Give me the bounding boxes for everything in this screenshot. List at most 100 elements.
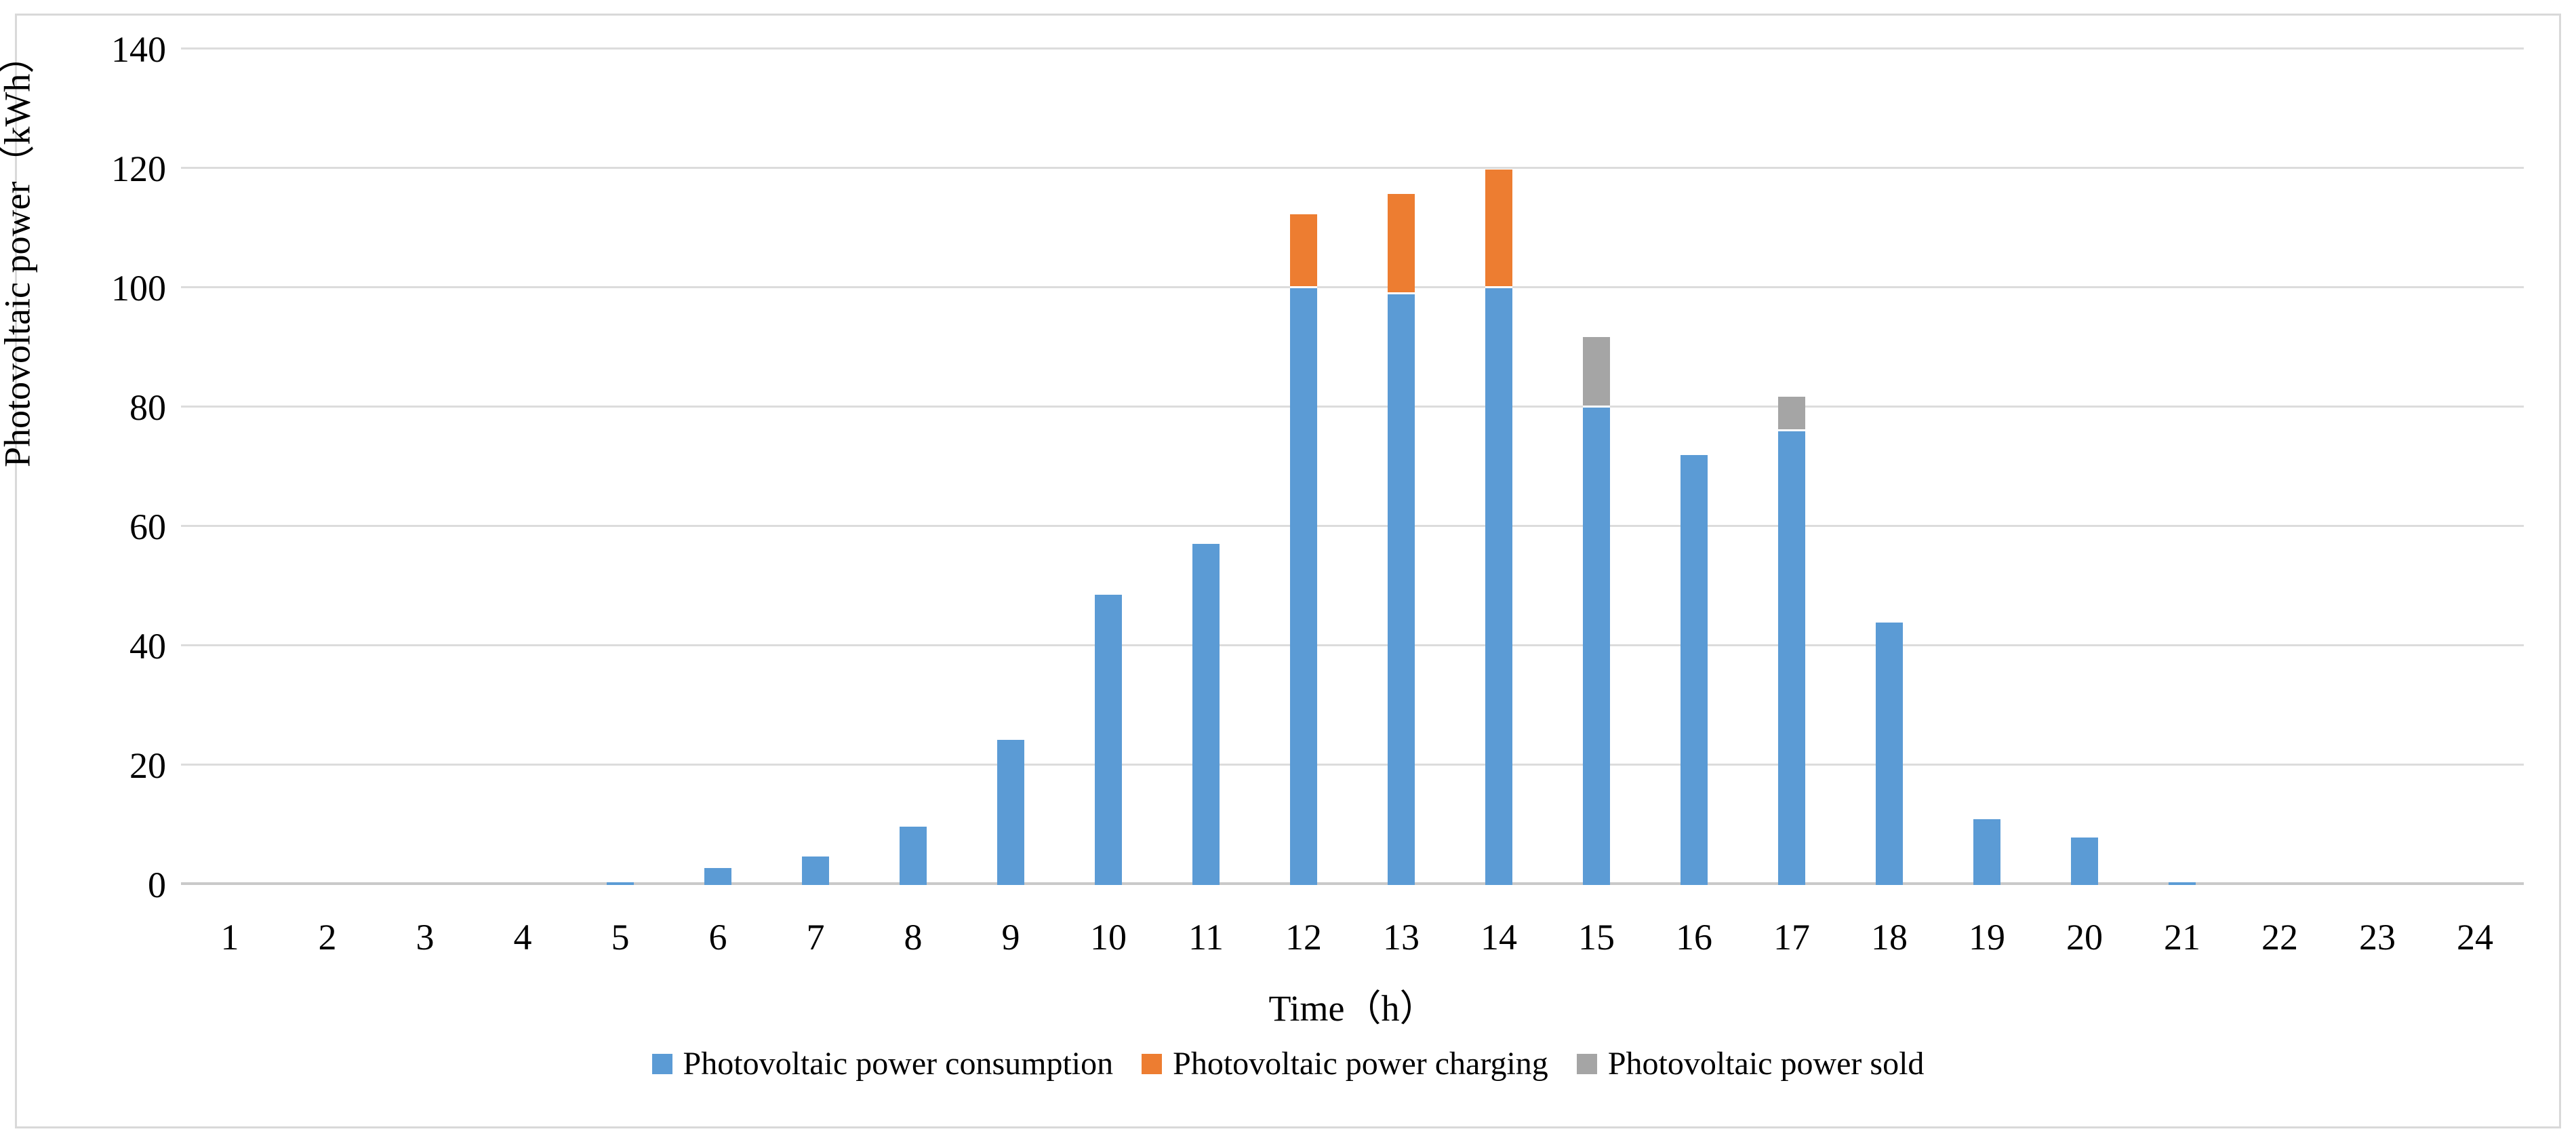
category-slot bbox=[2426, 50, 2524, 885]
x-tick-label: 10 bbox=[1090, 917, 1127, 958]
stacked-bar bbox=[2071, 837, 2098, 885]
bar-segment bbox=[2071, 837, 2098, 885]
stacked-bar bbox=[1388, 193, 1415, 885]
x-tick-label: 6 bbox=[708, 917, 727, 958]
category-slot bbox=[571, 50, 669, 885]
x-tick-label: 7 bbox=[806, 917, 825, 958]
bar-segment bbox=[802, 856, 829, 885]
category-slot bbox=[1157, 50, 1255, 885]
category-slot bbox=[1060, 50, 1157, 885]
x-tick-label: 5 bbox=[611, 917, 630, 958]
chart-border-frame bbox=[15, 14, 2561, 1128]
bar-segment bbox=[900, 826, 927, 885]
category-slot bbox=[2329, 50, 2426, 885]
x-tick-label: 3 bbox=[416, 917, 435, 958]
bar-segment bbox=[997, 740, 1024, 885]
gridline bbox=[181, 525, 2524, 527]
legend-swatch bbox=[1576, 1054, 1597, 1074]
x-tick-label: 24 bbox=[2457, 917, 2493, 958]
y-tick-label: 60 bbox=[129, 507, 166, 547]
x-tick-label: 22 bbox=[2261, 917, 2298, 958]
bar-segment bbox=[1583, 408, 1610, 885]
category-slot bbox=[1938, 50, 2036, 885]
category-slot bbox=[376, 50, 474, 885]
bar-segment bbox=[1388, 294, 1415, 885]
bar-segment bbox=[1388, 193, 1415, 294]
y-tick-label: 80 bbox=[129, 387, 166, 428]
gridline bbox=[181, 764, 2524, 766]
plot-area bbox=[181, 47, 2524, 885]
stacked-bar bbox=[1681, 455, 1708, 885]
y-tick-label: 120 bbox=[111, 149, 166, 189]
bar-segment bbox=[1583, 336, 1610, 408]
legend: Photovoltaic power consumption Photovolta… bbox=[0, 1046, 2576, 1082]
x-tick-label: 11 bbox=[1188, 917, 1224, 958]
x-tick-label: 18 bbox=[1871, 917, 1908, 958]
x-axis-line bbox=[181, 882, 2524, 885]
gridline bbox=[181, 47, 2524, 50]
gridline bbox=[181, 167, 2524, 169]
y-tick-label: 140 bbox=[111, 29, 166, 70]
stacked-bar bbox=[802, 856, 829, 885]
legend-label: Photovoltaic power sold bbox=[1607, 1046, 1925, 1082]
x-tick-label: 16 bbox=[1676, 917, 1712, 958]
category-slot bbox=[2231, 50, 2329, 885]
stacked-bar bbox=[1778, 396, 1805, 885]
legend-item: Photovoltaic power charging bbox=[1142, 1046, 1548, 1082]
y-tick-label: 0 bbox=[148, 865, 166, 905]
stacked-bar bbox=[1290, 214, 1317, 885]
bar-segment bbox=[2169, 882, 2196, 885]
bar-segment bbox=[607, 882, 634, 885]
y-axis-tick-labels: 0 20 40 60 80 100 120 140 bbox=[0, 31, 166, 903]
category-slot bbox=[1450, 50, 1548, 885]
x-tick-label: 15 bbox=[1578, 917, 1615, 958]
bar-segment bbox=[1681, 455, 1708, 885]
legend-item: Photovoltaic power consumption bbox=[651, 1046, 1113, 1082]
x-tick-label: 17 bbox=[1773, 917, 1810, 958]
category-slot bbox=[1743, 50, 1840, 885]
x-tick-label: 13 bbox=[1383, 917, 1420, 958]
category-slot bbox=[767, 50, 864, 885]
x-tick-label: 19 bbox=[1969, 917, 2005, 958]
stacked-bar bbox=[1095, 595, 1122, 885]
bar-segment bbox=[1778, 431, 1805, 885]
category-slot bbox=[669, 50, 767, 885]
x-tick-label: 1 bbox=[220, 917, 239, 958]
bar-segment bbox=[1973, 819, 2000, 885]
category-slot bbox=[1645, 50, 1743, 885]
bar-segment bbox=[1290, 288, 1317, 885]
category-slot bbox=[962, 50, 1060, 885]
stacked-bar bbox=[1876, 622, 1903, 885]
x-tick-label: 21 bbox=[2164, 917, 2200, 958]
x-axis-title: Time（h） bbox=[1268, 988, 1436, 1029]
category-slot bbox=[864, 50, 962, 885]
x-tick-label: 23 bbox=[2359, 917, 2396, 958]
stacked-bar bbox=[997, 740, 1024, 885]
x-tick-label: 12 bbox=[1285, 917, 1322, 958]
x-tick-label: 9 bbox=[1001, 917, 1020, 958]
stacked-bar bbox=[607, 882, 634, 885]
category-slot bbox=[1352, 50, 1450, 885]
y-tick-label: 100 bbox=[111, 268, 166, 309]
x-tick-label: 2 bbox=[318, 917, 337, 958]
category-slot bbox=[181, 50, 279, 885]
category-slot bbox=[2133, 50, 2231, 885]
stacked-bar bbox=[1973, 819, 2000, 885]
x-tick-label: 20 bbox=[2066, 917, 2103, 958]
x-tick-label: 8 bbox=[904, 917, 923, 958]
gridline bbox=[181, 406, 2524, 408]
category-slot bbox=[474, 50, 571, 885]
stacked-bar bbox=[1485, 170, 1512, 885]
category-slot bbox=[279, 50, 376, 885]
stacked-bar bbox=[1583, 336, 1610, 885]
stacked-bar bbox=[1192, 543, 1220, 885]
gridline bbox=[181, 286, 2524, 288]
bar-segment bbox=[1485, 288, 1512, 885]
legend-swatch bbox=[651, 1054, 672, 1074]
y-tick-label: 40 bbox=[129, 626, 166, 667]
bar-segment bbox=[1876, 622, 1903, 885]
bar-segment bbox=[1778, 396, 1805, 432]
x-tick-label: 4 bbox=[513, 917, 532, 958]
bar-segment bbox=[1095, 595, 1122, 885]
